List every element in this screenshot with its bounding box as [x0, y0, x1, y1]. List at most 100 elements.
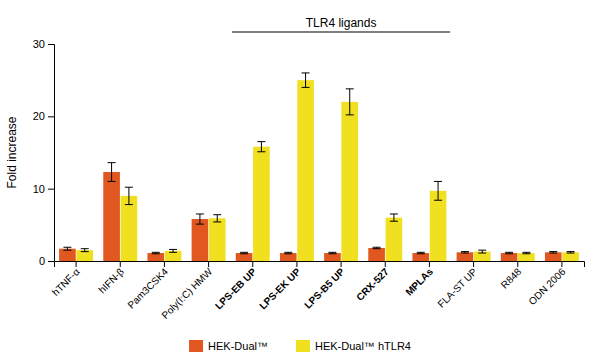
tick-label: LPS-EB UP	[213, 266, 259, 312]
tick-mark	[48, 116, 54, 117]
tick-mark	[385, 261, 386, 267]
tick: hTNF-α	[50, 261, 82, 298]
bar	[386, 218, 403, 261]
tick: LPS-EK UP	[257, 261, 303, 311]
legend-item: HEK-Dual™ hTLR4	[296, 340, 411, 352]
tick: 0	[39, 255, 54, 267]
error-bar	[213, 215, 221, 222]
tick-label: LPS-B5 UP	[302, 266, 347, 311]
tick-label: R848	[499, 266, 524, 291]
bar	[412, 253, 429, 261]
error-bar	[390, 214, 398, 221]
bar	[147, 253, 164, 261]
bar	[341, 102, 358, 261]
tick: R848	[499, 261, 524, 291]
tick-label: LPS-EK UP	[257, 266, 303, 312]
annotation: TLR4 ligands	[232, 16, 450, 32]
tick: 20	[33, 110, 54, 122]
axis-line	[55, 262, 585, 268]
error-bar	[505, 252, 513, 253]
tick-label: 20	[33, 110, 45, 122]
bar	[562, 252, 579, 261]
legend: HEK-Dual™ HEK-Dual™ hTLR4	[189, 340, 411, 352]
tick-label: Poly(I:C) HMW	[159, 266, 214, 321]
tick-label: 10	[33, 183, 45, 195]
tick-label: MPLAs	[403, 266, 435, 298]
tick-mark	[48, 44, 54, 45]
error-bar	[240, 252, 248, 253]
tick-label: Pam3CSK4	[125, 266, 170, 311]
legend-swatch	[296, 340, 310, 352]
tick-mark	[76, 261, 77, 267]
plot	[59, 73, 579, 261]
bar	[103, 172, 120, 261]
error-bar	[152, 252, 160, 253]
error-bar	[434, 181, 442, 200]
error-bar	[284, 252, 292, 253]
axis-line	[48, 45, 55, 262]
bar	[457, 252, 474, 261]
annotation-line	[232, 31, 450, 32]
tick: MPLAs	[403, 261, 435, 298]
tick-mark	[517, 261, 518, 267]
error-bar	[108, 163, 116, 182]
error-bar	[346, 89, 354, 115]
error-bar	[125, 187, 133, 204]
chart: 0 10 20 30 hTNF-α hIFN-βPam3CSK4Poly(I:C) HMW…	[0, 0, 600, 361]
annotation-text: TLR4 ligands	[306, 16, 377, 30]
tick-label: FLA-ST UP	[435, 266, 479, 310]
error-bar	[81, 249, 89, 252]
bar	[518, 253, 535, 261]
tick-label: 0	[39, 255, 45, 267]
legend-item: HEK-Dual™	[189, 340, 268, 352]
tick-mark	[48, 261, 54, 262]
tick: Pam3CSK4	[125, 261, 170, 311]
bar	[209, 218, 226, 261]
bar	[368, 248, 385, 261]
tick: 30	[33, 38, 54, 50]
bar	[253, 147, 270, 261]
tick-mark	[252, 261, 253, 267]
tick-label: CRX-527	[354, 266, 391, 303]
tick: 10	[33, 183, 54, 195]
tick-mark	[429, 261, 430, 267]
error-bar	[567, 252, 575, 253]
error-bar	[196, 214, 204, 224]
bar	[501, 253, 518, 261]
tick: CRX-527	[354, 261, 391, 303]
tick-label: 30	[33, 38, 45, 50]
tick-mark	[164, 261, 165, 267]
bar	[545, 252, 562, 261]
error-bar	[302, 73, 310, 87]
error-bar	[417, 252, 425, 253]
legend-swatch	[189, 340, 203, 352]
tick-mark	[473, 261, 474, 267]
bar	[297, 80, 314, 261]
bar	[324, 253, 341, 261]
tick-label: ODN 2006	[526, 266, 567, 307]
error-bar	[257, 142, 265, 152]
x-axis: hTNF-α hIFN-βPam3CSK4Poly(I:C) HMWLPS-EB …	[50, 261, 585, 321]
tick-mark	[561, 261, 562, 267]
error-bar	[461, 252, 469, 253]
tick-label: hTNF-α	[50, 266, 82, 298]
error-bar	[169, 249, 177, 252]
series	[76, 73, 578, 261]
tick-mark	[120, 261, 121, 267]
tick: LPS-B5 UP	[302, 261, 347, 311]
tick-mark	[208, 261, 209, 267]
bar	[280, 253, 297, 261]
tick-label: hIFN-β	[96, 266, 126, 296]
error-bar	[549, 252, 557, 253]
legend-label: HEK-Dual™	[208, 340, 268, 352]
legend-label: HEK-Dual™ hTLR4	[315, 340, 411, 352]
error-bar	[522, 252, 530, 253]
bar	[121, 196, 138, 261]
error-bar	[328, 252, 336, 253]
tick-mark	[48, 189, 54, 190]
tick-mark	[341, 261, 342, 267]
axis-title: Fold increase	[5, 116, 19, 188]
bar	[236, 253, 253, 261]
error-bar	[63, 247, 71, 250]
tick: hIFN-β	[96, 261, 126, 295]
